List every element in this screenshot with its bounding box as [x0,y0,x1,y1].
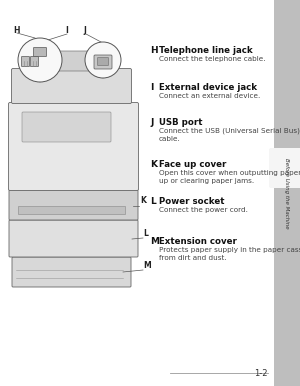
Text: K: K [140,196,146,205]
Text: H: H [13,26,20,35]
FancyBboxPatch shape [27,51,106,71]
Text: USB port: USB port [159,118,202,127]
Text: K: K [150,160,157,169]
Text: Face up cover: Face up cover [159,160,226,169]
Text: J: J [150,118,153,127]
Text: Connect the telephone cable.: Connect the telephone cable. [159,56,266,63]
Circle shape [18,38,62,82]
Text: I: I [150,83,153,92]
Text: J: J [83,26,86,35]
Text: Power socket: Power socket [159,197,224,206]
Text: Connect the power cord.: Connect the power cord. [159,207,248,213]
Text: 1-2: 1-2 [254,369,268,378]
FancyBboxPatch shape [94,55,112,69]
Text: Extension cover: Extension cover [159,237,237,246]
FancyBboxPatch shape [11,68,131,103]
Text: Protects paper supply in the paper cassette
from dirt and dust.: Protects paper supply in the paper casse… [159,247,300,261]
Text: Open this cover when outputting paper face
up or clearing paper jams.: Open this cover when outputting paper fa… [159,170,300,184]
FancyBboxPatch shape [31,56,38,66]
FancyBboxPatch shape [34,47,46,56]
FancyBboxPatch shape [9,220,138,257]
FancyBboxPatch shape [12,257,131,287]
Text: Telephone line jack: Telephone line jack [159,46,253,55]
Text: M: M [150,237,159,246]
Bar [274,0,300,386]
Text: Connect the USB (Universal Serial Bus)
cable.: Connect the USB (Universal Serial Bus) c… [159,128,300,142]
Text: I: I [65,26,68,35]
FancyBboxPatch shape [22,112,111,142]
Text: External device jack: External device jack [159,83,257,92]
Text: Connect an external device.: Connect an external device. [159,93,260,99]
FancyBboxPatch shape [269,148,300,188]
Text: M: M [143,261,151,270]
Text: Before Using the Machine: Before Using the Machine [284,158,290,228]
Bar [18,206,125,214]
Circle shape [85,42,121,78]
Text: L: L [143,229,148,238]
Text: H: H [150,46,158,55]
FancyBboxPatch shape [8,103,139,191]
Text: L: L [150,197,156,206]
FancyBboxPatch shape [9,190,138,220]
FancyBboxPatch shape [22,56,29,66]
FancyBboxPatch shape [98,58,109,66]
